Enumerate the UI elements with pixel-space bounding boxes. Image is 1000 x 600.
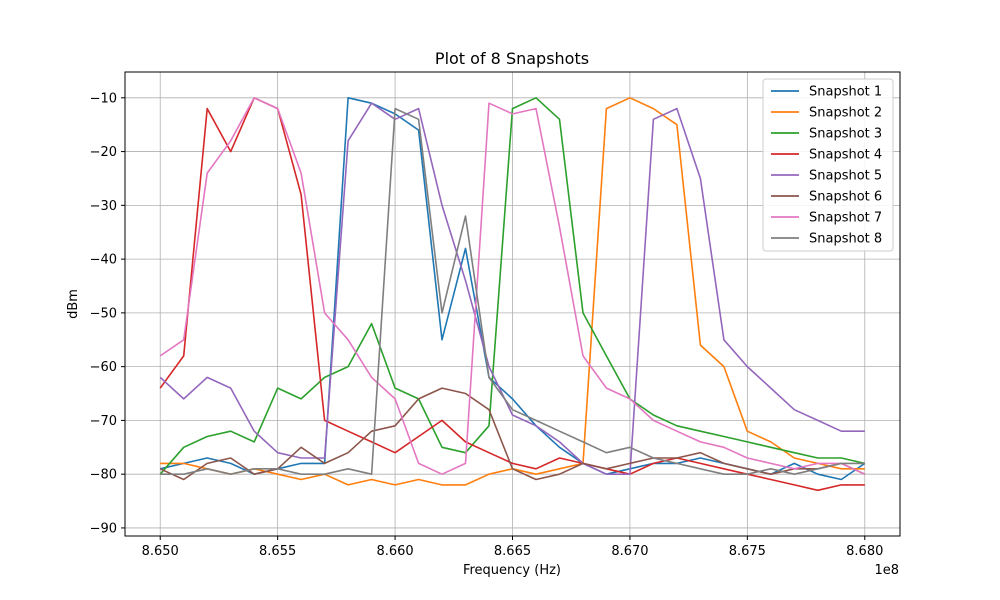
legend-box: [762, 78, 894, 252]
series-layer: [159, 97, 866, 492]
chart-title: Plot of 8 Snapshots: [435, 49, 589, 68]
y-tick-label: −70: [90, 414, 117, 429]
legend: Snapshot 1 Snapshot 2 Snapshot 3 Snapshot 4…: [762, 78, 894, 252]
legend-entry: Snapshot 8: [809, 232, 882, 247]
legend-entry: Snapshot 3: [809, 127, 882, 142]
series-line-7: [159, 97, 866, 476]
y-tick-label: −90: [90, 521, 117, 536]
y-tick-label: −20: [90, 145, 117, 160]
y-tick-label: −30: [90, 199, 117, 214]
y-tick-label: −10: [90, 91, 117, 106]
x-axis-label: Frequency (Hz): [463, 563, 561, 578]
legend-entry: Snapshot 4: [809, 148, 882, 163]
legend-entry: Snapshot 5: [809, 169, 882, 184]
y-tick-label: −60: [90, 360, 117, 375]
legend-entry: Snapshot 1: [809, 85, 882, 100]
y-tick-label: −40: [90, 253, 117, 268]
x-tick-label: 8.670: [611, 544, 648, 559]
x-tick-label: 8.680: [846, 544, 883, 559]
y-axis-label: dBm: [66, 289, 81, 319]
x-tick-label: 8.665: [494, 544, 531, 559]
x-tick-label: 8.675: [729, 544, 766, 559]
series-line-8: [160, 107, 865, 476]
x-axis: 8.650 8.655 8.660 8.665 8.670 8.675 8.680: [142, 536, 883, 559]
x-tick-label: 8.655: [259, 544, 296, 559]
x-tick-label: 8.650: [142, 544, 179, 559]
series-line-3: [159, 97, 865, 475]
x-tick-label: 8.660: [376, 544, 413, 559]
y-axis: −90 −80 −70 −60 −50 −40 −30 −20 −10: [90, 91, 125, 536]
series-line-5: [159, 102, 865, 476]
legend-entry: Snapshot 6: [809, 190, 882, 205]
x-offset-label: 1e8: [874, 563, 899, 578]
legend-entry: Snapshot 7: [809, 211, 882, 226]
y-tick-label: −50: [90, 306, 117, 321]
legend-entry: Snapshot 2: [809, 106, 882, 121]
y-tick-label: −80: [90, 468, 117, 483]
